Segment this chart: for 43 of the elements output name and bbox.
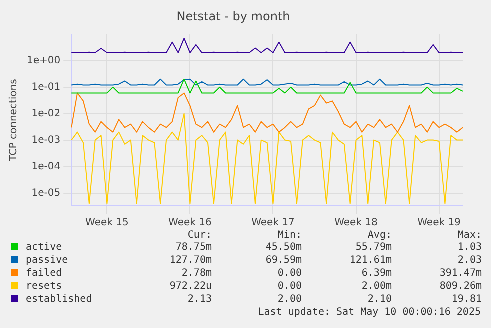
text: 45.50m — [264, 241, 302, 254]
x-tick-label: Week 19 — [418, 218, 461, 229]
text: Avg: — [366, 230, 392, 241]
text: 0.00 — [276, 267, 302, 280]
x-tick-label: Week 15 — [86, 218, 129, 229]
text: 55.79m — [354, 241, 392, 254]
y-tick-label: 1e-03 — [32, 134, 61, 146]
legend-label: active — [25, 241, 64, 254]
legend-label: resets — [25, 280, 64, 293]
text: 391.47m — [438, 267, 482, 280]
y-tick-label: 1e-05 — [32, 188, 61, 199]
text: 69.59m — [264, 254, 302, 267]
y-tick-label: 1e-02 — [32, 108, 61, 120]
text: 6.39m — [360, 267, 392, 280]
y-tick-label: 1e+00 — [26, 55, 61, 66]
text: 2.00 — [276, 293, 302, 306]
text: 19.81 — [450, 293, 482, 306]
text: Last update: Sat May 10 00:00:16 2025 — [257, 306, 482, 319]
text: Cur: — [186, 230, 212, 241]
text: 78.75m — [174, 241, 212, 254]
legend-label: failed — [25, 267, 64, 280]
text: 2.13 — [186, 293, 212, 306]
text: 121.61m — [348, 254, 392, 267]
chart-title: Netstat - by month — [176, 9, 290, 24]
text: 2.00m — [360, 280, 392, 293]
y-axis-title: TCP connections — [8, 79, 20, 162]
text: 972.22u — [168, 280, 212, 293]
text: 1.03 — [456, 241, 482, 254]
y-tick-label: 1e-01 — [32, 82, 61, 93]
legend-label: established — [25, 293, 94, 306]
text: Min: — [276, 230, 302, 241]
text: 0.00 — [276, 280, 302, 293]
text: 2.10 — [366, 293, 392, 306]
text: 809.26m — [438, 280, 482, 293]
y-tick-label: 1e-04 — [32, 161, 61, 172]
text: Max: — [456, 230, 482, 241]
x-tick-label: Week 18 — [334, 218, 378, 229]
text: 2.78m — [180, 267, 212, 280]
text: 2.03 — [456, 254, 482, 267]
x-tick-label: Week 17 — [252, 218, 295, 229]
x-tick-label: Week 16 — [168, 218, 212, 229]
legend-label: passive — [25, 254, 70, 267]
text: 127.70m — [168, 254, 212, 267]
